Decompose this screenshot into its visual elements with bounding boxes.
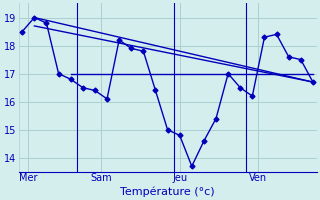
X-axis label: Température (°c): Température (°c)	[120, 186, 215, 197]
